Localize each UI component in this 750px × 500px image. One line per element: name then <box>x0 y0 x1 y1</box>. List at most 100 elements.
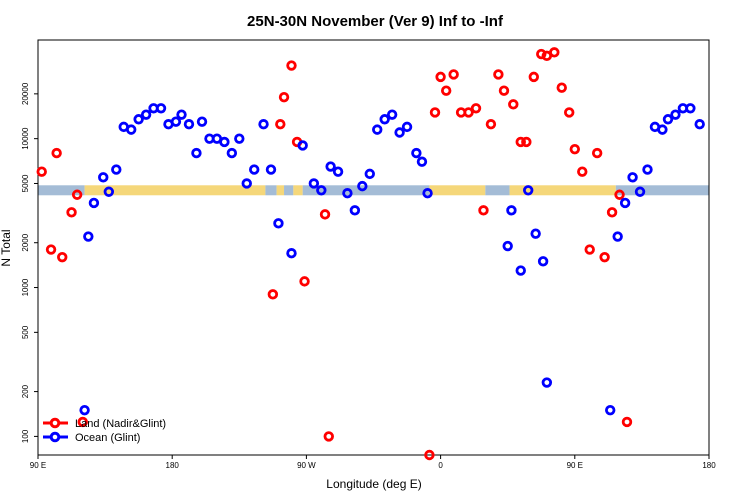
y-tick-label: 500 <box>21 325 30 339</box>
x-tick-label: 180 <box>702 461 716 470</box>
band-segment-land-7 <box>429 185 486 196</box>
ocean-point <box>176 109 187 120</box>
band-segment-land-3 <box>276 185 285 196</box>
x-tick-label: 90 W <box>297 461 316 470</box>
ocean-point <box>234 133 245 144</box>
ocean-point <box>140 109 152 120</box>
background-band <box>38 185 709 196</box>
ocean-point <box>226 147 238 159</box>
data-points <box>36 47 705 461</box>
ocean-point <box>286 248 297 259</box>
land-point <box>323 431 334 442</box>
legend-marker-ocean <box>49 431 61 443</box>
ocean-point <box>670 109 681 120</box>
land-point <box>51 147 62 159</box>
land-point <box>275 119 286 130</box>
land-point <box>591 147 603 159</box>
ocean-point <box>297 140 308 151</box>
ocean-point <box>342 188 353 199</box>
band-segment-land-1 <box>84 185 266 196</box>
land-point <box>470 103 482 114</box>
ocean-point <box>634 186 646 197</box>
ocean-point <box>125 124 137 135</box>
land-point <box>564 107 575 118</box>
ocean-point <box>83 231 94 242</box>
ocean-point <box>258 119 269 130</box>
land-point <box>429 107 441 118</box>
land-point <box>424 449 435 461</box>
band-segment-ocean-8 <box>485 185 510 196</box>
y-tick-label: 20000 <box>21 82 30 105</box>
x-tick-label: 90 E <box>567 461 583 470</box>
y-tick-label: 2000 <box>21 233 30 251</box>
land-point <box>528 71 539 83</box>
ocean-point <box>642 164 653 175</box>
y-tick-label: 5000 <box>21 174 30 192</box>
y-tick-label: 1000 <box>21 278 30 296</box>
land-point <box>57 251 68 263</box>
ocean-point <box>133 114 144 125</box>
land-point <box>77 416 88 428</box>
land-point <box>498 85 510 96</box>
x-axis-label: Longitude (deg E) <box>326 477 421 491</box>
land-point <box>463 107 474 118</box>
ocean-point <box>349 205 361 216</box>
land-point <box>66 207 77 218</box>
land-point <box>485 119 497 130</box>
ocean-point <box>273 218 284 229</box>
ocean-point <box>79 404 90 416</box>
land-point <box>448 69 459 80</box>
ocean-point <box>103 186 115 197</box>
land-point <box>440 85 452 96</box>
land-point <box>515 136 526 148</box>
land-point <box>435 71 446 83</box>
land-point <box>319 209 331 220</box>
ocean-point <box>196 116 208 127</box>
ocean-point <box>685 103 696 114</box>
ocean-point <box>605 404 616 416</box>
ocean-point <box>416 156 428 167</box>
ocean-point <box>657 124 668 135</box>
ocean-point <box>372 124 383 135</box>
land-point <box>45 244 57 255</box>
ocean-point <box>612 231 623 242</box>
ocean-point <box>364 168 375 180</box>
band-segment-land-5 <box>293 185 303 196</box>
ocean-point <box>537 256 549 267</box>
legend: Land (Nadir&Glint) Ocean (Glint) <box>43 417 166 444</box>
ocean-point <box>394 127 405 138</box>
plot-frame <box>37 39 710 456</box>
land-point <box>584 244 595 255</box>
land-point <box>71 189 83 200</box>
land-point <box>614 189 625 200</box>
legend-label-land: Land (Nadir&Glint) <box>75 418 166 430</box>
ocean-point <box>523 185 534 196</box>
ocean-point <box>694 119 705 130</box>
ocean-point <box>155 103 167 114</box>
land-point <box>36 166 47 177</box>
y-tick-label: 10000 <box>21 127 30 150</box>
chart-title: 25N-30N November (Ver 9) Inf to -Inf <box>247 13 504 30</box>
y-tick-label: 200 <box>21 384 30 398</box>
ocean-point <box>530 228 541 239</box>
ocean-point <box>98 172 109 183</box>
band-segment-ocean-2 <box>265 185 277 196</box>
ocean-point <box>88 197 100 209</box>
ocean-point <box>357 180 368 192</box>
land-point <box>569 143 580 155</box>
ocean-point <box>265 164 277 175</box>
land-point <box>278 91 290 103</box>
y-tick-label: 100 <box>21 429 30 443</box>
y-axis: 100 200 500 1000 2000 5000 10000 20000 <box>21 82 38 443</box>
land-point <box>577 166 588 177</box>
ocean-point <box>541 377 553 388</box>
ocean-point <box>627 172 638 183</box>
land-point <box>286 60 297 71</box>
land-point <box>606 207 618 218</box>
ocean-point <box>502 240 513 252</box>
band-segment-land-9 <box>509 185 616 196</box>
ocean-point <box>308 178 320 189</box>
ocean-point <box>111 164 122 175</box>
ocean-point <box>332 166 344 177</box>
